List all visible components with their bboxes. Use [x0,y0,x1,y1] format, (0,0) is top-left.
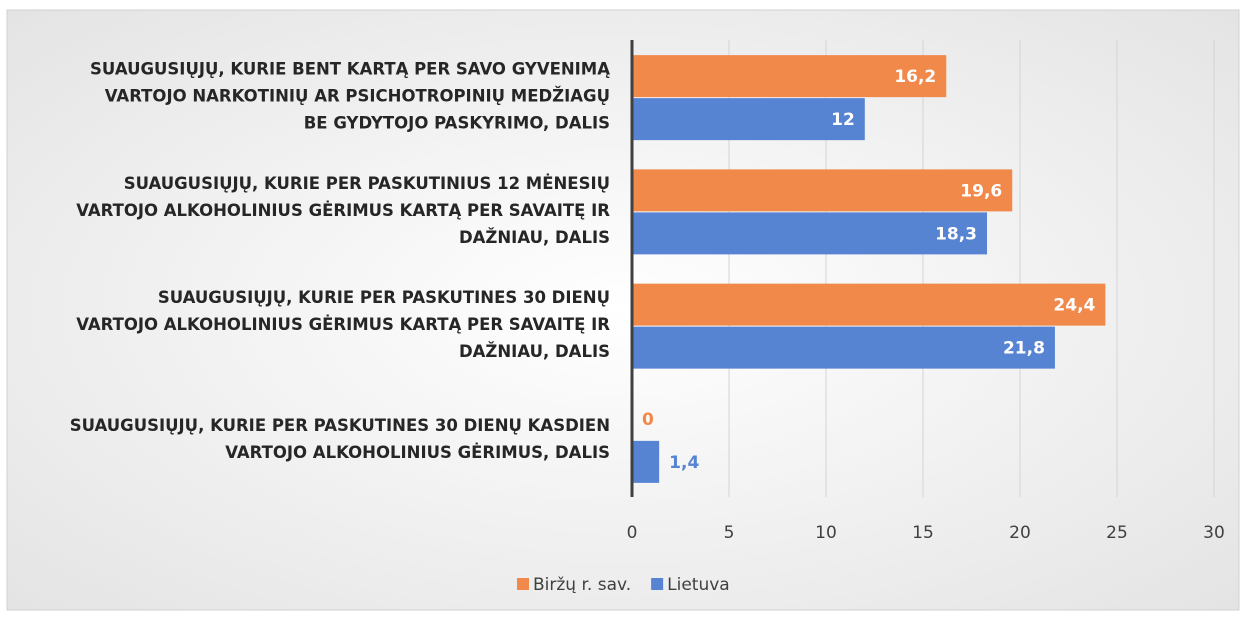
data-label: 0 [642,410,654,430]
data-label: 21,8 [1003,339,1045,359]
legend-label: Biržų r. sav. [533,575,631,595]
bar [632,326,1055,369]
x-tick-label: 0 [627,523,638,543]
category-label: SUAUGUSIŲJŲ, KURIE PER PASKUTINIUS 12 MĖ… [124,174,610,193]
data-label: 19,6 [960,181,1002,201]
category-label: SUAUGUSIŲJŲ, KURIE PER PASKUTINES 30 DIE… [158,288,610,307]
data-label: 16,2 [894,67,936,87]
category-label: VARTOJO ALKOHOLINIUS GĖRIMUS KARTĄ PER S… [76,315,610,334]
category-label: DAŽNIAU, DALIS [459,342,610,361]
legend-label: Lietuva [667,575,730,595]
bar [632,283,1106,326]
data-label: 1,4 [669,453,699,473]
category-label: DAŽNIAU, DALIS [459,228,610,247]
bar [632,440,660,483]
x-tick-label: 15 [912,523,934,543]
data-label: 24,4 [1053,296,1095,316]
category-label: SUAUGUSIŲJŲ, KURIE BENT KARTĄ PER SAVO G… [90,60,610,79]
x-tick-label: 25 [1106,523,1128,543]
x-tick-label: 30 [1203,523,1225,543]
data-label: 12 [831,110,855,130]
legend-swatch [517,578,529,590]
bar [632,169,1013,212]
category-label: VARTOJO ALKOHOLINIUS GĖRIMUS, DALIS [225,443,610,462]
x-tick-label: 5 [724,523,735,543]
category-label: VARTOJO NARKOTINIŲ AR PSICHOTROPINIŲ MED… [105,87,610,106]
category-label: BE GYDYTOJO PASKYRIMO, DALIS [304,114,610,133]
bar [632,212,988,255]
plot: 0 5 10 15 20 25 30 SUAUGUSIŲJŲ, KURIE BENT KART… [70,40,1225,595]
category-label: VARTOJO ALKOHOLINIUS GĖRIMUS KARTĄ PER S… [76,201,610,220]
data-label: 18,3 [935,224,977,244]
category-label: SUAUGUSIŲJŲ, KURIE PER PASKUTINES 30 DIE… [70,416,610,435]
x-tick-label: 10 [815,523,837,543]
x-tick-label: 20 [1009,523,1031,543]
bar [632,55,947,98]
bar [632,98,865,141]
legend-swatch [651,578,664,590]
